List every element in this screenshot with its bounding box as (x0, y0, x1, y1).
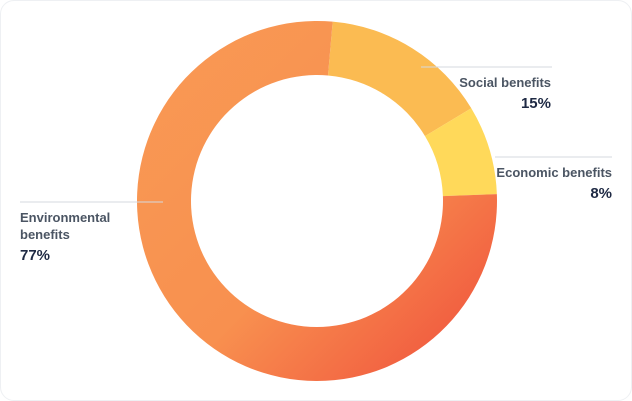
slice-name: Environmental benefits (20, 210, 111, 242)
slice-name: Economic benefits (496, 165, 612, 180)
economic-benefits-label: Economic benefits 8% (496, 164, 612, 204)
slice-environmental-benefits (137, 20, 498, 381)
environmental-benefits-label: Environmental benefits 77% (20, 209, 130, 266)
slice-social-benefits (327, 21, 472, 137)
slice-percent: 8% (590, 185, 612, 202)
slice-name: Social benefits (459, 75, 551, 90)
slice-percent: 77% (20, 247, 51, 264)
social-benefits-label: Social benefits 15% (459, 74, 551, 114)
slice-economic-benefits (425, 108, 497, 197)
slice-percent: 15% (520, 95, 551, 112)
